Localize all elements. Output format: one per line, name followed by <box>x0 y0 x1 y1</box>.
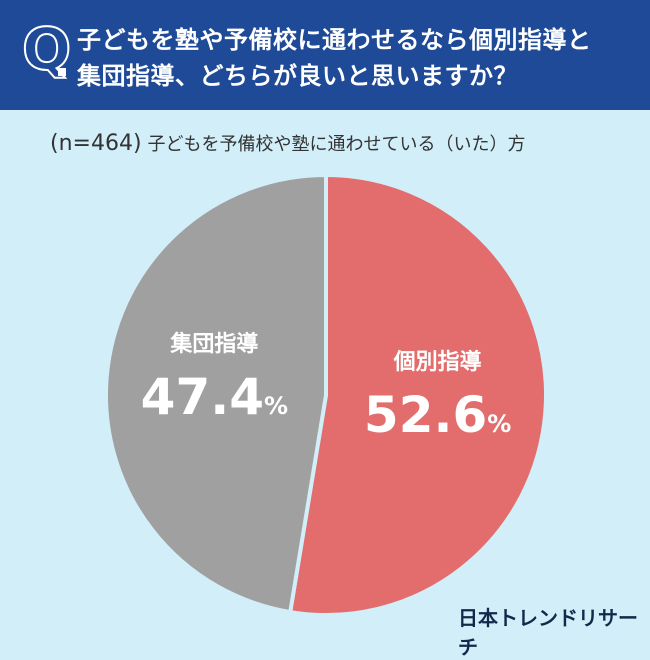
sample-description: (n=464) 子どもを予備校や塾に通わせている（いた）方 <box>50 130 526 156</box>
slice-value: 52.6% <box>364 386 511 444</box>
pie-slice-1 <box>104 172 328 615</box>
question-title: 子どもを塾や予備校に通わせるなら個別指導と 集団指導、どちらが良いと思いますか？ <box>77 22 592 94</box>
sample-text: 子どもを予備校や塾に通わせている（いた）方 <box>147 134 526 155</box>
slice-label: 個別指導 <box>393 349 482 375</box>
pie-slice-0 <box>287 172 548 617</box>
header: Q 子どもを塾や予備校に通わせるなら個別指導と 集団指導、どちらが良いと思います… <box>0 0 650 110</box>
slice-value: 47.4% <box>141 368 288 426</box>
sample-size: (n=464) <box>50 131 142 156</box>
q-dot <box>58 68 66 76</box>
brand-logo: 日本トレンドリサーチ <box>458 606 638 659</box>
title-line-2: 集団指導、どちらが良いと思いますか？ <box>77 62 518 90</box>
slice-label: 集団指導 <box>169 331 258 357</box>
title-line-1: 子どもを塾や予備校に通わせるなら個別指導と <box>77 26 592 54</box>
